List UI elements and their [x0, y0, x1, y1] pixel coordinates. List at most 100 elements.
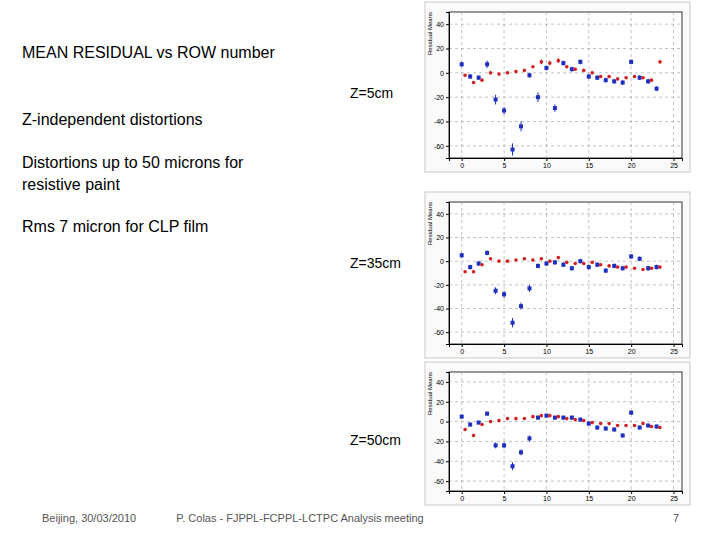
y-tick: 20	[436, 398, 449, 405]
y-tick-label: 40	[436, 379, 444, 386]
point	[556, 415, 560, 419]
point	[641, 422, 645, 426]
point	[604, 269, 608, 273]
grid-line	[449, 332, 682, 333]
y-axis: -60-40-2002040	[434, 13, 450, 159]
grid-line	[449, 401, 682, 402]
point	[472, 270, 476, 274]
point	[506, 71, 510, 75]
slide: MEAN RESIDUAL vs ROW numberZ-independent…	[0, 0, 720, 540]
y-tick: -40	[434, 458, 449, 465]
point	[633, 424, 637, 428]
y-tick-mark	[446, 238, 449, 239]
grid-line	[588, 202, 589, 344]
point	[658, 60, 662, 64]
point	[506, 259, 510, 263]
point	[604, 78, 608, 82]
y-tick-label: -40	[434, 305, 444, 312]
y-axis-title: Residual Means	[427, 372, 433, 415]
series	[460, 251, 659, 328]
grid-line	[546, 12, 547, 158]
grid-line	[449, 284, 682, 285]
point	[536, 416, 540, 420]
grid-line	[449, 145, 682, 146]
x-tick: 5	[503, 491, 507, 502]
grid-line	[449, 441, 682, 442]
x-tick-mark	[504, 344, 505, 347]
panel	[425, 192, 690, 358]
point	[531, 258, 535, 262]
point	[578, 60, 582, 64]
point	[480, 423, 484, 427]
point	[511, 321, 515, 325]
point	[480, 78, 484, 82]
point	[463, 73, 467, 77]
grid-line	[449, 121, 682, 122]
y-tick-mark	[446, 441, 449, 442]
point	[607, 264, 611, 268]
y-tick-label: -60	[434, 329, 444, 336]
x-tick: 15	[585, 344, 593, 355]
point	[514, 70, 518, 74]
point	[553, 106, 557, 110]
point	[519, 450, 523, 454]
grid-line	[504, 372, 505, 491]
point	[540, 414, 544, 418]
point	[527, 73, 531, 77]
x-tick-mark	[589, 344, 590, 347]
x-tick-mark	[462, 344, 463, 347]
point	[646, 424, 650, 428]
y-tick-label: -20	[434, 282, 444, 289]
y-tick-mark	[446, 49, 449, 50]
y-tick-label: 20	[436, 45, 444, 52]
point	[570, 266, 574, 270]
grid-line	[449, 213, 682, 214]
point	[523, 69, 527, 73]
y-tick: 0	[440, 258, 449, 265]
footer-page: 7	[673, 512, 679, 524]
point	[612, 264, 616, 268]
point	[556, 59, 560, 63]
grid-line	[546, 202, 547, 344]
x-tick: 25	[670, 344, 678, 355]
point	[553, 260, 557, 264]
x-tick-label: 0	[460, 162, 464, 169]
x-tick-label: 10	[543, 162, 551, 169]
grid-line	[449, 481, 682, 482]
grid-line	[631, 202, 632, 344]
point	[556, 256, 560, 260]
point	[573, 67, 577, 71]
y-tick-mark	[446, 214, 449, 215]
x-tick-mark	[546, 344, 547, 347]
x-tick-label: 20	[628, 495, 636, 502]
point	[570, 416, 574, 420]
y-tick: -20	[434, 94, 449, 101]
y-tick: 20	[436, 234, 449, 241]
y-tick: 0	[440, 70, 449, 77]
x-tick: 10	[543, 158, 551, 169]
point	[587, 74, 591, 78]
y-tick: -40	[434, 305, 449, 312]
x-tick: 20	[628, 158, 636, 169]
point	[514, 417, 518, 421]
point	[548, 61, 552, 65]
y-tick: -60	[434, 329, 449, 336]
point	[655, 265, 659, 269]
point	[629, 254, 633, 258]
x-tick: 0	[460, 491, 464, 502]
x-axis-line	[450, 492, 683, 495]
point	[489, 257, 493, 261]
grid-line	[673, 372, 674, 491]
point	[573, 418, 577, 422]
panel	[425, 362, 690, 505]
y-tick-label: -60	[434, 478, 444, 485]
x-tick: 10	[543, 491, 551, 502]
point	[494, 98, 498, 102]
x-tick-mark	[589, 491, 590, 494]
point	[497, 72, 501, 76]
x-tick: 5	[503, 344, 507, 355]
x-tick-label: 0	[460, 348, 464, 355]
footer-text: P. Colas - FJPPL-FCPPL-LCTPC Analysis me…	[176, 512, 423, 524]
y-tick-mark	[446, 285, 449, 286]
y-tick-mark	[446, 261, 449, 262]
